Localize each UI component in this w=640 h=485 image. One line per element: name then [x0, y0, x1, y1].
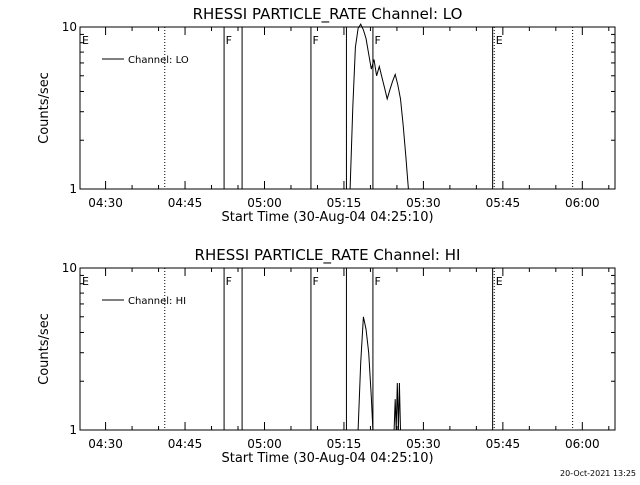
x-tick-label: 05:00	[247, 196, 282, 210]
event-flag: F	[374, 275, 380, 288]
x-tick-label: 05:45	[486, 437, 521, 451]
event-flag: F	[312, 275, 318, 288]
event-flag: F	[226, 34, 232, 47]
x-tick-label: 06:00	[565, 437, 600, 451]
y-tick-label: 10	[62, 261, 77, 275]
event-flag: E	[82, 275, 89, 288]
y-tick-label: 10	[62, 20, 77, 34]
series-line	[357, 316, 374, 431]
x-tick-label: 05:30	[406, 196, 441, 210]
x-axis-label: Start Time (30-Aug-04 04:25:10)	[221, 451, 433, 466]
event-flag: F	[374, 34, 380, 47]
legend-label: Channel: LO	[128, 55, 189, 66]
x-tick-label: 05:30	[406, 437, 441, 451]
x-axis-label: Start Time (30-Aug-04 04:25:10)	[221, 210, 433, 225]
series-line	[393, 382, 401, 431]
plot-frame	[79, 26, 616, 190]
event-flag: E	[496, 275, 503, 288]
x-tick-label: 05:00	[247, 437, 282, 451]
x-tick-label: 04:30	[88, 196, 123, 210]
y-axis-label: Counts/sec	[37, 72, 52, 144]
chart-panel-2: RHESSI PARTICLE_RATE Channel: HI E F F F E 04:…	[37, 246, 616, 466]
series-line	[349, 23, 409, 190]
event-flag: E	[496, 34, 503, 47]
x-tick-label: 04:45	[168, 437, 203, 451]
footer-timestamp: 20-Oct-2021 13:25	[560, 469, 636, 478]
x-tick-label: 05:15	[327, 437, 362, 451]
legend-label: Channel: HI	[128, 296, 186, 307]
y-axis-label: Counts/sec	[37, 313, 52, 385]
event-flag: F	[226, 275, 232, 288]
y-tick-label: 1	[69, 182, 77, 196]
y-tick-label: 1	[69, 423, 77, 437]
chart-panel-1: RHESSI PARTICLE_RATE Channel: LO E F F F E 04:…	[37, 5, 616, 225]
plot-frame	[79, 267, 616, 431]
chart-title: RHESSI PARTICLE_RATE Channel: LO	[193, 5, 463, 24]
chart-title: RHESSI PARTICLE_RATE Channel: HI	[195, 246, 461, 265]
event-flag: F	[312, 34, 318, 47]
x-tick-label: 04:45	[168, 196, 203, 210]
x-tick-label: 05:45	[486, 196, 521, 210]
event-flag: E	[82, 34, 89, 47]
x-tick-label: 05:15	[327, 196, 362, 210]
x-tick-label: 04:30	[88, 437, 123, 451]
x-tick-label: 06:00	[565, 196, 600, 210]
